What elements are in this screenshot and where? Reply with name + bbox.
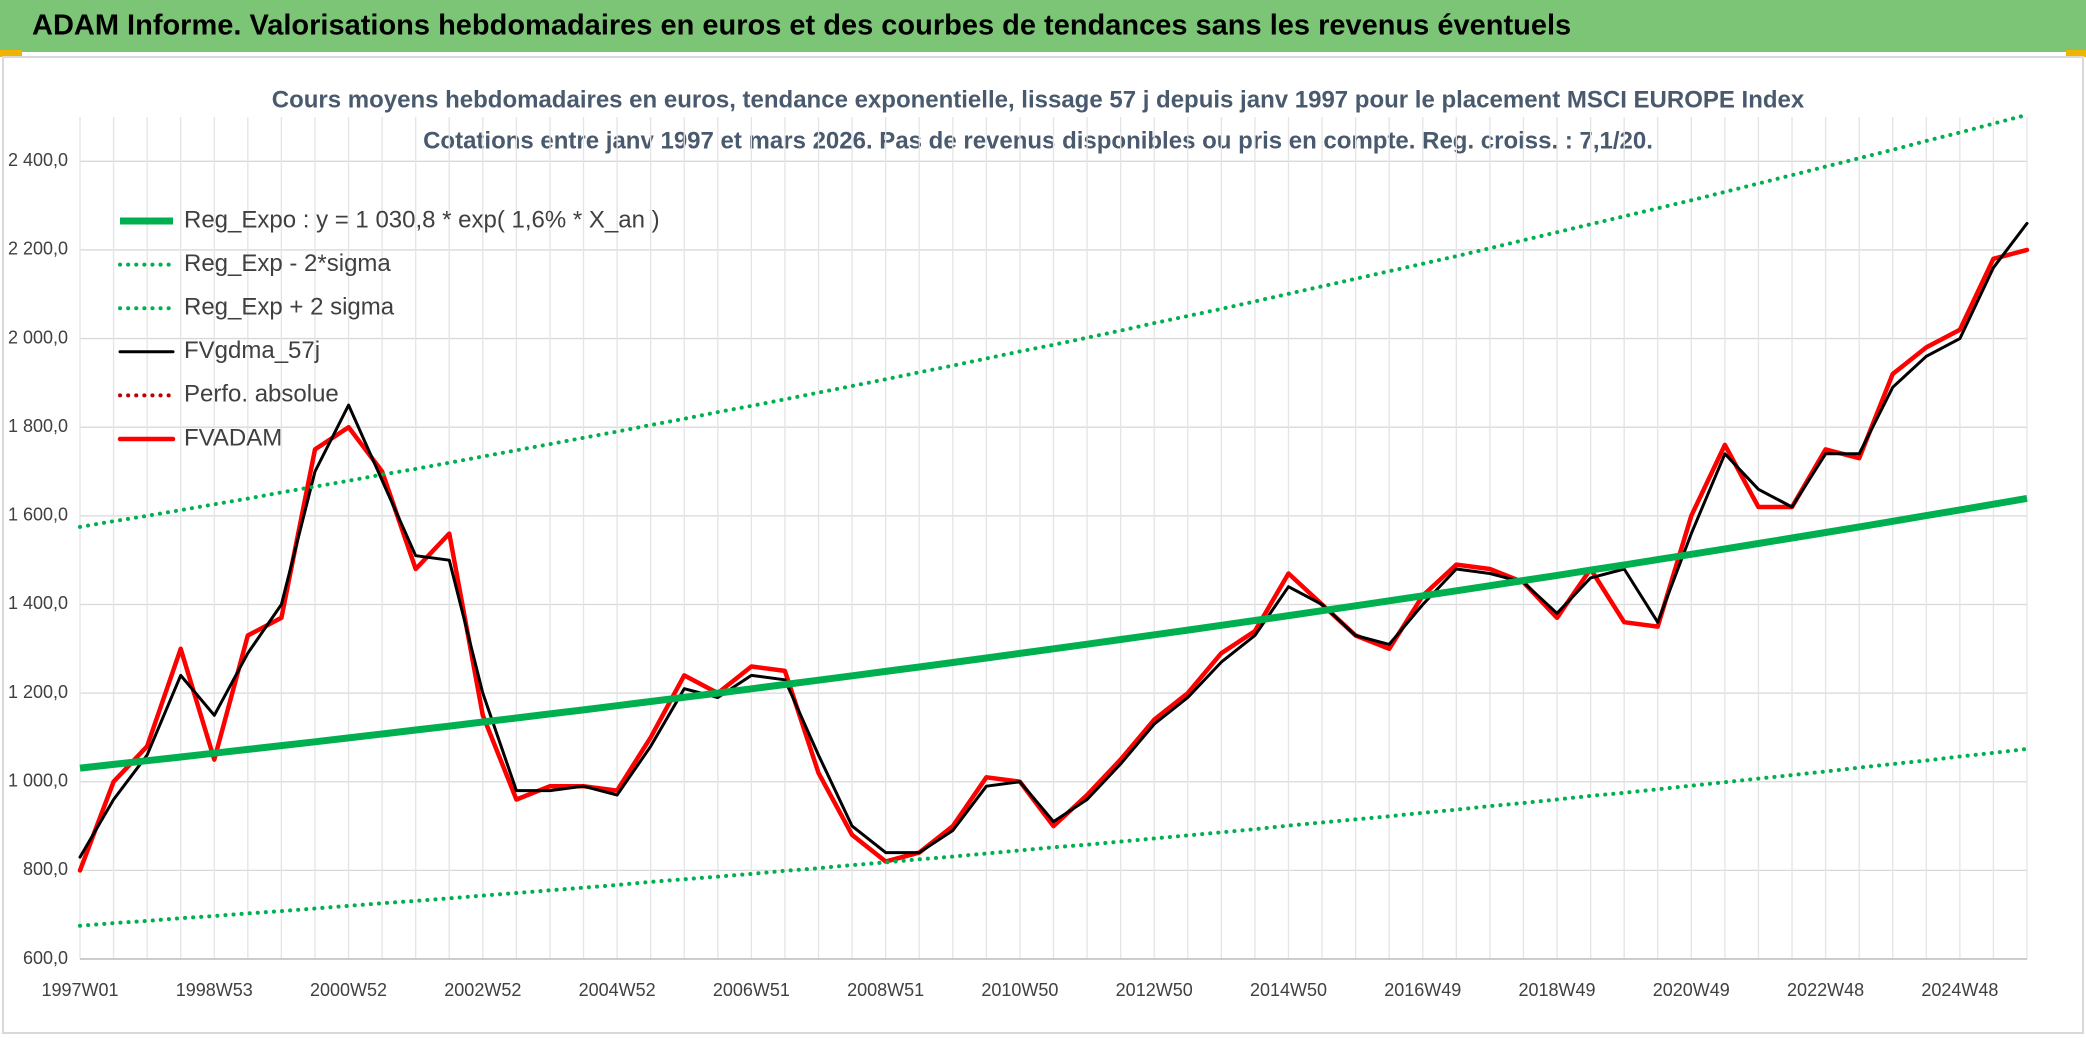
x-tick-label: 2020W49 [1653,980,1730,1000]
y-tick-label: 2 400,0 [8,150,68,170]
header-bar [0,0,2086,52]
y-tick-label: 1 000,0 [8,770,68,790]
x-tick-label: 2000W52 [310,980,387,1000]
y-tick-label: 1 400,0 [8,593,68,613]
series-line [78,221,2029,859]
x-tick-label: 2002W52 [444,980,521,1000]
y-tick-label: 1 600,0 [8,505,68,525]
corner-mark [0,50,22,57]
y-tick-label: 2 000,0 [8,327,68,347]
legend-label: Reg_Exp + 2 sigma [184,294,395,321]
legend: Reg_Expo : y = 1 030,8 * exp( 1,6% * X_a… [117,206,660,451]
header-title: ADAM Informe. Valorisations hebdomadaire… [32,10,1571,42]
series-line [78,746,2029,928]
legend-label: Reg_Exp - 2*sigma [184,250,391,277]
legend-label: FVADAM [184,424,282,451]
series-line [77,247,2030,873]
plot [77,112,2030,928]
corner-mark [2066,50,2086,57]
y-tick-label: 1 800,0 [8,416,68,436]
x-tick-label: 2008W51 [847,980,924,1000]
x-tick-label: 2022W48 [1787,980,1864,1000]
legend-label: Reg_Expo : y = 1 030,8 * exp( 1,6% * X_a… [184,206,660,233]
legend-label: FVgdma_57j [184,337,320,364]
x-tick-label: 2018W49 [1519,980,1596,1000]
y-tick-label: 1 200,0 [8,682,68,702]
legend-label: Perfo. absolue [184,381,339,408]
x-tick-label: 1997W01 [41,980,118,1000]
x-tick-label: 2012W50 [1116,980,1193,1000]
x-tick-label: 2014W50 [1250,980,1327,1000]
chart-frame [2,56,2084,1034]
chart-title: Cours moyens hebdomadaires en euros, ten… [272,86,1805,113]
chart-subtitle: Cotations entre janv 1997 et mars 2026. … [423,127,1653,154]
x-tick-label: 2024W48 [1921,980,1998,1000]
x-tick-label: 2016W49 [1384,980,1461,1000]
series-line [79,494,2028,772]
y-tick-label: 2 200,0 [8,239,68,259]
grid: 600,0 800,0 1 000,0 1 200,0 1 400,0 1 600,0 1 … [8,117,2028,1000]
x-tick-label: 1998W53 [176,980,253,1000]
x-tick-label: 2004W52 [579,980,656,1000]
x-tick-label: 2010W50 [981,980,1058,1000]
y-tick-label: 800,0 [23,859,68,879]
x-tick-label: 2006W51 [713,980,790,1000]
y-tick-label: 600,0 [23,948,68,968]
